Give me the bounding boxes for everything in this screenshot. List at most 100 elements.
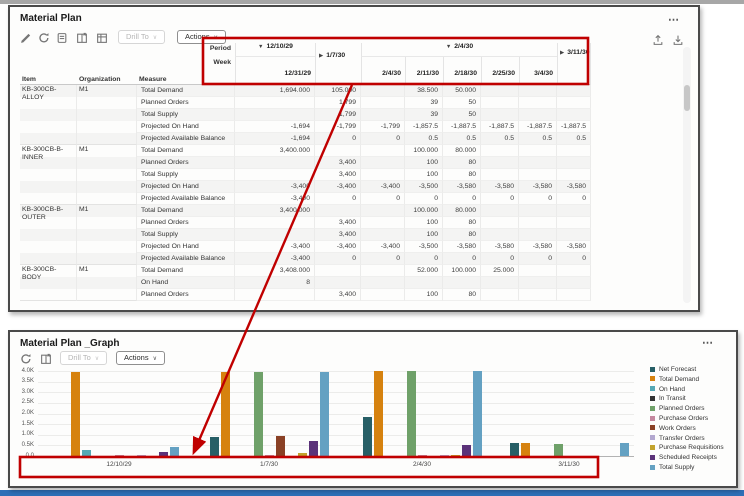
bar-net-forecast[interactable]	[509, 443, 519, 456]
week-cell: 2/4/30	[361, 57, 405, 85]
period-date: 3/11/30	[567, 49, 590, 56]
value-cell: -3,400	[235, 193, 315, 205]
value-cell	[481, 97, 519, 109]
collapse-period-icon[interactable]: ▼	[445, 44, 452, 50]
graph-panel-menu-icon[interactable]: ⋯	[702, 337, 714, 349]
bar-total-demand[interactable]	[520, 443, 530, 456]
detach-grid-icon[interactable]	[96, 31, 109, 44]
value-cell: 80	[443, 289, 481, 301]
note-icon[interactable]	[56, 31, 69, 44]
value-cell: 39	[405, 97, 443, 109]
bar-purchase-orders[interactable]	[264, 455, 274, 456]
export-icon[interactable]	[652, 33, 665, 46]
scrollbar-thumb[interactable]	[684, 85, 690, 111]
expand-period-icon[interactable]: ▶	[319, 53, 324, 59]
legend-item-transfer-orders[interactable]: Transfer Orders	[650, 435, 705, 443]
legend-label: In Transit	[659, 395, 686, 403]
y-axis-tick: 4.0K	[21, 367, 34, 374]
value-cell	[519, 109, 557, 121]
bar-purchase-orders[interactable]	[417, 455, 427, 456]
drill-to-button[interactable]: Drill To ∨	[60, 351, 108, 365]
bar-net-forecast[interactable]	[362, 416, 372, 456]
value-cell: -1,887.5	[519, 121, 557, 133]
bar-purchase-requisitions[interactable]	[297, 453, 307, 456]
expand-period-icon[interactable]: ▶	[560, 50, 565, 56]
bar-purchase-orders[interactable]	[114, 455, 124, 456]
measure-cell: Projected Available Balance	[137, 193, 235, 205]
refresh-icon[interactable]	[38, 31, 51, 44]
value-cell	[235, 157, 315, 169]
week-cell: 2/18/30	[443, 57, 481, 85]
value-cell: 3,400	[315, 289, 361, 301]
value-cell: 1,694.000	[235, 85, 315, 97]
bar-on-hand[interactable]	[81, 449, 91, 456]
drill-to-button[interactable]: Drill To ∨	[118, 30, 166, 44]
value-cell: 8	[235, 277, 315, 289]
period-row-label: Period	[209, 45, 231, 52]
legend-item-on-hand[interactable]: On Hand	[650, 386, 685, 394]
legend-item-total-demand[interactable]: Total Demand	[650, 376, 699, 384]
value-cell	[557, 217, 591, 229]
measure-cell: Projected On Hand	[137, 181, 235, 193]
bar-total-demand[interactable]	[70, 372, 80, 456]
edit-icon[interactable]	[20, 31, 33, 44]
organization-cell: M1	[77, 265, 137, 301]
bar-total-supply[interactable]	[472, 371, 482, 456]
table-panel-menu-icon[interactable]: ⋯	[668, 14, 680, 26]
bar-planned-orders[interactable]	[406, 371, 416, 456]
collapse-period-icon[interactable]: ▼	[258, 44, 264, 50]
chevron-down-icon: ∨	[213, 35, 219, 41]
bar-total-demand[interactable]	[373, 371, 383, 456]
measure-cell: Planned Orders	[137, 97, 235, 109]
legend-item-planned-orders[interactable]: Planned Orders	[650, 405, 705, 413]
legend-item-in-transit[interactable]: In Transit	[650, 395, 686, 403]
bar-total-supply[interactable]	[619, 442, 629, 456]
value-cell: 3,400	[315, 157, 361, 169]
bar-total-supply[interactable]	[169, 447, 179, 456]
legend-item-purchase-orders[interactable]: Purchase Orders	[650, 415, 708, 423]
legend-label: Scheduled Receipts	[659, 454, 717, 462]
manage-columns-icon[interactable]	[40, 352, 53, 365]
value-cell	[315, 145, 361, 157]
legend-item-work-orders[interactable]: Work Orders	[650, 425, 696, 433]
bar-purchase-requisitions[interactable]	[450, 455, 460, 456]
refresh-icon[interactable]	[20, 352, 33, 365]
period-date: 2/4/30	[454, 43, 474, 50]
legend-item-scheduled-receipts[interactable]: Scheduled Receipts	[650, 454, 717, 462]
vertical-scrollbar	[683, 47, 691, 303]
legend-item-purchase-requisitions[interactable]: Purchase Requisitions	[650, 444, 724, 452]
value-cell	[361, 97, 405, 109]
bar-planned-orders[interactable]	[553, 444, 563, 456]
value-cell: 3,400	[315, 169, 361, 181]
value-cell: -3,580	[557, 241, 591, 253]
bar-transfer-orders[interactable]	[439, 454, 449, 456]
download-icon[interactable]	[672, 33, 685, 46]
legend-item-total-supply[interactable]: Total Supply	[650, 464, 694, 472]
measure-cell: Total Demand	[137, 145, 235, 157]
legend-swatch	[650, 405, 655, 411]
actions-button[interactable]: Actions ∨	[116, 351, 166, 365]
measure-cell: Planned Orders	[137, 217, 235, 229]
value-cell	[361, 289, 405, 301]
organization-cell: M1	[77, 145, 137, 205]
manage-columns-icon[interactable]	[76, 31, 89, 44]
period-date: 1/7/30	[326, 52, 346, 59]
value-cell: 0	[519, 193, 557, 205]
measure-cell: Planned Orders	[137, 157, 235, 169]
value-cell: 0	[519, 253, 557, 265]
week-cell: 2/11/30	[405, 57, 443, 85]
value-cell	[481, 109, 519, 121]
legend-item-net-forecast[interactable]: Net Forecast	[650, 366, 696, 374]
legend-swatch	[650, 464, 655, 470]
value-cell	[361, 205, 405, 217]
bar-scheduled-receipts[interactable]	[158, 451, 168, 456]
actions-button[interactable]: Actions ∨	[177, 30, 227, 44]
value-cell	[361, 169, 405, 181]
value-cell	[557, 85, 591, 97]
bar-transfer-orders[interactable]	[136, 455, 146, 456]
bar-scheduled-receipts[interactable]	[461, 445, 471, 456]
value-cell	[235, 169, 315, 181]
legend-swatch	[650, 454, 655, 460]
legend-label: Total Supply	[659, 464, 695, 471]
value-cell: 0.5	[443, 133, 481, 145]
